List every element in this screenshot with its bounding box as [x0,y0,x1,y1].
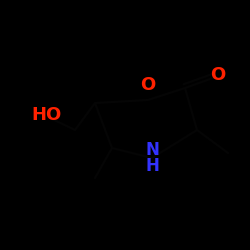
Text: O: O [210,66,226,84]
Text: HO: HO [31,106,62,124]
Text: N
H: N H [145,141,159,175]
Text: O: O [140,76,156,94]
